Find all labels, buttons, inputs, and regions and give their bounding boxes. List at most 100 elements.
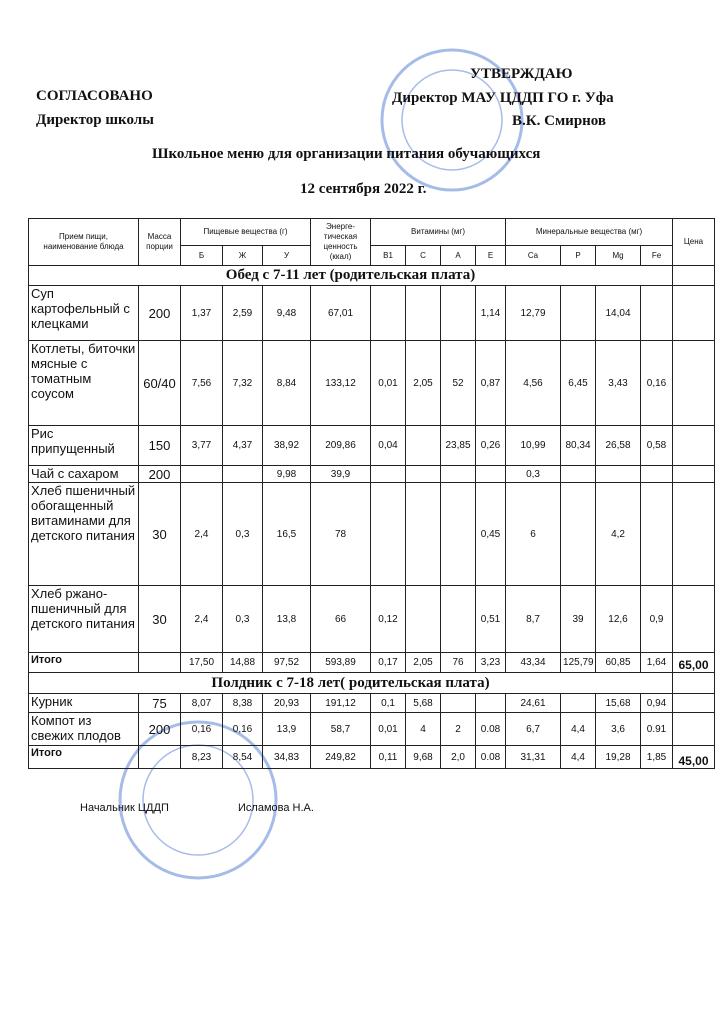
cell: 38,92	[261, 425, 312, 466]
cell: 0,01	[370, 712, 407, 746]
cell	[672, 285, 716, 341]
cell	[560, 285, 597, 341]
cell	[640, 482, 674, 586]
cell: 0,94	[640, 693, 674, 713]
cell: 0,87	[475, 340, 507, 426]
dish-name: Итого	[28, 745, 139, 769]
cell: 0,16	[180, 712, 223, 746]
cell: 60/40	[138, 340, 181, 426]
dish-name: Хлеб пшеничный обогащенный витаминами дл…	[28, 482, 139, 586]
cell	[672, 585, 716, 653]
cell: 0.08	[475, 745, 507, 769]
header-cell: P	[560, 245, 597, 266]
header-cell: Fe	[640, 245, 674, 266]
header-row: Прием пищи, наименование блюда Масса пор…	[28, 218, 716, 266]
cell	[475, 465, 507, 483]
cell: 2,0	[440, 745, 477, 769]
cell: 150	[138, 425, 181, 466]
section-row: Обед с 7-11 лет (родительская плата)	[27, 265, 716, 286]
cell	[672, 340, 716, 426]
cell: 30	[138, 482, 181, 586]
header-cell: Е	[475, 245, 507, 266]
cell: 200	[138, 465, 181, 483]
header-cell: Mg	[595, 245, 642, 266]
cell: 0,58	[640, 425, 674, 466]
cell	[405, 285, 442, 341]
dish-name: Рис припущенный	[28, 425, 139, 466]
cell: 0,17	[370, 652, 407, 673]
cell	[405, 585, 442, 653]
header-cell: Минеральные вещества (мг)	[505, 218, 674, 246]
cell: 0,3	[222, 482, 263, 586]
cell: 249,82	[310, 745, 372, 769]
cell	[672, 672, 716, 694]
cell: 3,23	[475, 652, 507, 673]
cell	[475, 693, 507, 713]
cell: 78	[310, 482, 372, 586]
section-title: Обед с 7-11 лет (родительская плата)	[27, 265, 674, 286]
cell	[672, 425, 716, 466]
cell: 0,51	[475, 585, 507, 653]
cell: 30	[138, 585, 181, 653]
cell: 593,89	[310, 652, 372, 673]
cell: 133,12	[310, 340, 372, 426]
row: Итого 8,23 8,54 34,83 249,82 0,11 9,68 2,0 0.08 3…	[28, 745, 716, 769]
row: Рис припущенный 150 3,77 4,37 38,92 209,86 0,0…	[28, 425, 716, 466]
header-cell: Масса порции	[138, 218, 181, 266]
cell: 0,11	[370, 745, 407, 769]
cell	[560, 465, 597, 483]
header-cell: Энерге-тическая ценность (ккал)	[310, 218, 372, 266]
cell: 10,99	[505, 425, 562, 466]
cell	[560, 482, 597, 586]
cell: 15,68	[595, 693, 642, 713]
row: Хлеб ржано-пшеничный для детского питани…	[28, 585, 716, 653]
cell: 67,01	[310, 285, 372, 341]
cell: 209,86	[310, 425, 372, 466]
header-cell: Ca	[505, 245, 562, 266]
cell	[370, 465, 407, 483]
dish-name: Котлеты, биточки мясные с томатным соусо…	[28, 340, 139, 426]
cell	[138, 652, 181, 673]
cell	[405, 465, 442, 483]
cell: 3,77	[180, 425, 223, 466]
cell	[595, 465, 642, 483]
stamp	[380, 48, 524, 192]
cell: 1,14	[475, 285, 507, 341]
cell	[370, 285, 407, 341]
cell: 97,52	[261, 652, 312, 673]
header-cell: У	[261, 245, 312, 266]
cell: 2,59	[222, 285, 263, 341]
header-cell: С	[405, 245, 442, 266]
cell: 0,16	[640, 340, 674, 426]
cell: 7,32	[222, 340, 263, 426]
cell	[640, 285, 674, 341]
cell: 8,54	[222, 745, 263, 769]
cell: 0,1	[370, 693, 407, 713]
cell: 8,7	[505, 585, 562, 653]
cell	[370, 482, 407, 586]
cell: 19,28	[595, 745, 642, 769]
menu-table: Прием пищи, наименование блюда Масса пор…	[27, 218, 716, 769]
row: Чай с сахаром 200 9,98 39,9 0,3	[28, 465, 716, 483]
row: Компот из свежих плодов 200 0,16 0,16 13,9 58…	[28, 712, 716, 746]
dish-name: Чай с сахаром	[28, 465, 139, 483]
cell: 75	[138, 693, 181, 713]
cell	[180, 465, 223, 483]
cell: 16,5	[261, 482, 312, 586]
cell: 14,04	[595, 285, 642, 341]
cell	[440, 465, 477, 483]
cell: 0,9	[640, 585, 674, 653]
cell	[138, 745, 181, 769]
cell	[672, 265, 716, 286]
cell	[440, 285, 477, 341]
cell: 9,48	[261, 285, 312, 341]
cell: 31,31	[505, 745, 562, 769]
cell: 0,04	[370, 425, 407, 466]
cell	[440, 585, 477, 653]
cell: 6	[505, 482, 562, 586]
cell: 125,79	[560, 652, 597, 673]
header-cell: Цена	[672, 218, 716, 266]
cell	[405, 482, 442, 586]
cell: 2,4	[180, 482, 223, 586]
cell: 3,6	[595, 712, 642, 746]
